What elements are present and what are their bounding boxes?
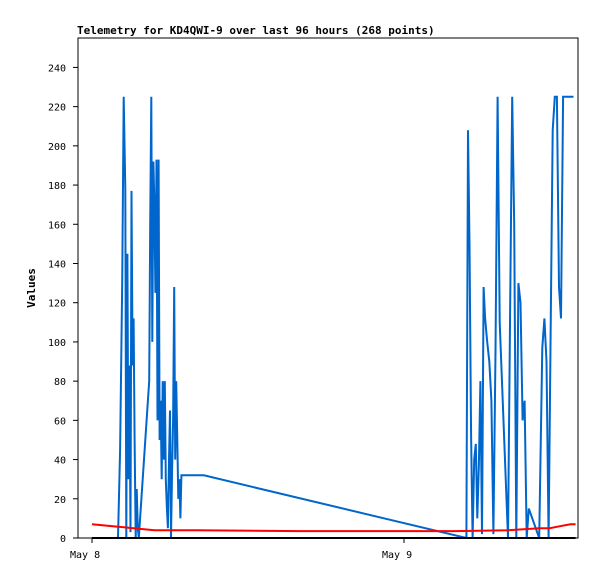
y-tick-label: 40: [54, 456, 66, 467]
y-tick-label: 80: [54, 377, 66, 388]
y-tick-label: 220: [48, 103, 66, 114]
y-tick-label: 160: [48, 220, 66, 231]
y-tick-label: 240: [48, 63, 66, 74]
y-tick-label: 0: [60, 534, 66, 545]
x-tick-label: May 9: [382, 550, 412, 561]
series-line-1: [91, 523, 576, 533]
y-tick-label: 180: [48, 181, 66, 192]
series-line-0: [117, 95, 574, 540]
y-tick-label: 100: [48, 338, 66, 349]
y-tick-label: 200: [48, 142, 66, 153]
series-layer: [91, 95, 576, 540]
x-tick-label: May 8: [70, 550, 100, 561]
x-axis: May 8 May 9: [70, 538, 412, 561]
y-axis: 0 20 40 60 80 100 120 140 160 180 200 220 240: [48, 63, 78, 545]
y-tick-label: 60: [54, 416, 66, 427]
y-tick-label: 120: [48, 299, 66, 310]
y-tick-label: 20: [54, 495, 66, 506]
y-tick-label: 140: [48, 259, 66, 270]
y-axis-label: Values: [25, 268, 38, 308]
chart-title: Telemetry for KD4QWI-9 over last 96 hour…: [77, 24, 435, 37]
